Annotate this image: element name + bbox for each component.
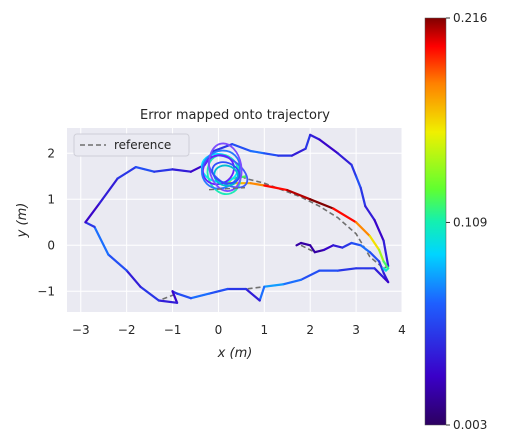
trajectory-segment [299, 241, 312, 247]
trajectory-segment [364, 205, 376, 222]
trajectory-loop-segment [382, 267, 387, 272]
chart-title: Error mapped onto trajectory [140, 108, 330, 123]
trajectory-segment [84, 202, 101, 224]
trajectory-segment [336, 267, 358, 272]
trajectory-segment [336, 152, 353, 166]
trajectory-loop-segment [378, 248, 385, 263]
y-tick-label: 1 [47, 192, 55, 206]
trajectory-segment [304, 133, 312, 150]
trajectory-segment [359, 186, 367, 208]
colorbar-ticks: 0.003 0.109 0.216 [446, 11, 487, 432]
y-tick-label: −1 [37, 284, 55, 298]
trajectory-loop-segment [332, 207, 358, 224]
colorbar-tick-label: 0.003 [453, 418, 487, 432]
trajectory-segment [153, 168, 174, 173]
trajectory-segment [107, 253, 128, 272]
x-tick-label: 1 [261, 323, 269, 337]
trajectory-segment [171, 290, 179, 304]
x-tick-label: 3 [352, 323, 360, 337]
y-ticks: −1 0 1 2 [37, 146, 55, 298]
trajectory-segment [350, 163, 358, 178]
trajectory-segment [382, 239, 390, 268]
legend-label-reference: reference [114, 138, 171, 152]
trajectory-segment [97, 177, 119, 205]
trajectory-loop-segment [263, 184, 289, 192]
trajectory-segment [116, 166, 137, 180]
trajectory-segment [139, 285, 160, 302]
trajectory-segment [332, 244, 344, 249]
trajectory-segment [318, 138, 339, 155]
trajectory-segment [84, 221, 96, 228]
colorbar [424, 17, 447, 426]
trajectory-loop-segment [382, 260, 390, 270]
colorbar-tick-label: 0.216 [453, 11, 487, 25]
x-tick-label: −2 [118, 323, 136, 337]
x-tick-label: 0 [215, 323, 223, 337]
cluster-loop [211, 161, 241, 185]
trajectory-segment [355, 175, 362, 189]
trajectory-segment [341, 241, 353, 249]
trajectory-segment [373, 218, 385, 242]
trajectory-segment [378, 260, 385, 274]
trajectory-segment [208, 287, 229, 295]
trajectory-segment [263, 152, 280, 157]
legend: reference [73, 133, 190, 157]
trajectory-loop-segment [249, 182, 266, 187]
trajectory-segment [249, 149, 266, 155]
trajectory-segment [134, 166, 156, 173]
trajectory-segment [263, 283, 284, 288]
trajectory-segment [231, 143, 252, 153]
cluster-loop [202, 154, 235, 186]
trajectory-segment [359, 244, 371, 254]
trajectory-loop-segment [355, 221, 371, 238]
trajectory-segment [244, 287, 261, 302]
trajectory-segment [157, 299, 179, 304]
legend-box [73, 133, 190, 157]
trajectory-segment [258, 285, 266, 302]
trajectory-segment [313, 248, 326, 254]
trajectory-segment [189, 292, 211, 300]
x-axis-label: x (m) [217, 346, 253, 361]
trajectory-segment [368, 251, 381, 263]
cluster-reference [208, 187, 246, 191]
trajectory-segment [299, 269, 321, 281]
y-tick-label: 0 [47, 238, 55, 252]
trajectory-segment [176, 292, 192, 300]
x-tick-label: 2 [306, 323, 314, 337]
y-tick-label: 2 [47, 146, 55, 160]
trajectory-segment [125, 269, 142, 288]
trajectory-segment [281, 278, 303, 286]
trajectory-segment [309, 244, 316, 254]
cluster-loop [208, 142, 243, 192]
trajectory-segment [350, 241, 362, 247]
trajectory-segment [290, 147, 307, 157]
trajectory-cluster [200, 142, 249, 195]
trajectory-loop-segment [309, 198, 335, 210]
x-ticks: −3 −2 −1 0 1 2 3 4 [72, 323, 406, 337]
trajectory-loop-segment [368, 235, 381, 251]
trajectory-segment [373, 267, 385, 279]
trajectory-segment [309, 133, 321, 141]
trajectory-loop-segment [286, 189, 312, 201]
plot-area [67, 128, 402, 312]
x-tick-label: −1 [164, 323, 182, 337]
trajectory-segment [93, 225, 110, 256]
colorbar-tick-label: 0.109 [453, 215, 487, 229]
trajectory-segment [322, 244, 335, 251]
trajectory [84, 133, 390, 304]
x-tick-label: −3 [72, 323, 90, 337]
x-tick-label: 4 [398, 323, 406, 337]
y-axis-label: y (m) [15, 203, 30, 239]
trajectory-segment [171, 168, 192, 173]
